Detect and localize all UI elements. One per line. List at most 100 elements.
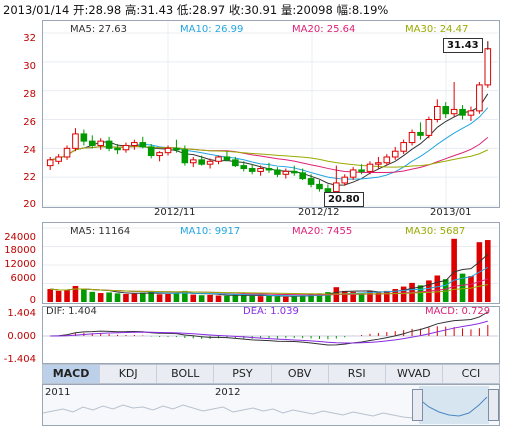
candle-body xyxy=(173,147,180,151)
candle-body xyxy=(400,142,407,152)
volume-bar xyxy=(442,279,449,302)
volume-bar xyxy=(358,292,365,302)
volume-bar xyxy=(274,296,281,302)
volume-bar xyxy=(341,290,348,302)
tab-cci[interactable]: CCI xyxy=(461,367,481,380)
volume-bar xyxy=(451,238,457,302)
volume-bar xyxy=(240,295,247,302)
date-tick-nov: 2012/11 xyxy=(154,207,196,218)
low-label: 低: xyxy=(176,3,193,17)
candle-body xyxy=(206,160,214,165)
candle-body xyxy=(80,133,88,142)
candle-body xyxy=(223,156,231,161)
high-label: 高: xyxy=(124,3,141,17)
price-tick-20: 20 xyxy=(23,199,36,210)
tab-psy[interactable]: PSY xyxy=(214,365,272,383)
candle-body xyxy=(341,176,349,184)
price-tick-22: 22 xyxy=(23,172,36,183)
macd-tick-low: -1.404 xyxy=(3,354,36,365)
macd-chart[interactable] xyxy=(42,306,500,364)
price-chart[interactable] xyxy=(42,20,500,208)
price-ma20-label: MA20: 25.64 xyxy=(292,24,356,35)
volume-bar xyxy=(165,293,171,302)
candle-body xyxy=(232,159,239,167)
indicator-tabs: MACD KDJ BOLL PSY OBV RSI WVAD CCI xyxy=(42,364,500,384)
volume-bar xyxy=(392,289,399,302)
candle-body xyxy=(139,142,147,148)
volume-bar xyxy=(106,292,112,302)
volume-bar xyxy=(190,294,197,302)
candle-body xyxy=(181,149,189,164)
macd-value-label: MACD: 0.729 xyxy=(425,306,491,317)
high-price-callout: 31.43 xyxy=(443,38,483,53)
low-value: 28.97 xyxy=(192,3,226,17)
high-value: 31.43 xyxy=(140,3,174,17)
tab-boll[interactable]: BOLL xyxy=(157,365,215,383)
tab-kdj[interactable]: KDJ xyxy=(100,365,158,383)
volume-bar xyxy=(468,276,474,302)
tab-wvad[interactable]: WVAD xyxy=(386,365,443,383)
price-tick-30: 30 xyxy=(23,61,36,72)
volume-ma30-line xyxy=(50,283,488,295)
candle-body xyxy=(349,169,357,178)
candle-body xyxy=(240,165,248,170)
tab-rsi[interactable]: RSI xyxy=(329,365,386,383)
price-ma10-label: MA10: 26.99 xyxy=(180,24,244,35)
candle-body xyxy=(417,131,424,136)
volume-bar xyxy=(291,296,298,302)
candle-body xyxy=(408,131,416,144)
macd-dif-label: DIF: 1.404 xyxy=(46,306,97,317)
volume-bar xyxy=(123,293,129,302)
candle-body xyxy=(316,183,323,190)
quote-date: 2013/01/14 xyxy=(3,3,70,17)
volume-bar xyxy=(81,289,87,302)
candle-body xyxy=(248,168,256,172)
candle-body xyxy=(131,142,138,146)
macd-tick-zero: 0.000 xyxy=(7,331,36,342)
price-ma5-label: MA5: 27.63 xyxy=(70,24,128,35)
macd-dif-line xyxy=(50,311,489,346)
candle-body xyxy=(290,170,298,174)
volume-bar xyxy=(224,295,230,302)
volume-bar xyxy=(148,291,154,302)
candle-body xyxy=(425,119,433,136)
change-label: 幅: xyxy=(336,3,352,17)
volume-bar xyxy=(173,293,180,302)
tab-obv[interactable]: OBV xyxy=(272,365,329,383)
candle-body xyxy=(459,108,466,116)
candle-body xyxy=(55,156,62,162)
candle-body xyxy=(189,159,197,164)
change-value: 8.19% xyxy=(351,3,389,17)
price-ma30-label: MA30: 24.47 xyxy=(405,24,469,35)
candle-body xyxy=(122,144,130,151)
candle-body xyxy=(307,178,315,185)
time-range-navigator[interactable]: 2011 2012 xyxy=(42,384,500,426)
volume-bar xyxy=(215,295,222,302)
volume-chart[interactable] xyxy=(42,222,500,304)
candle-body xyxy=(215,156,222,162)
volume-bar xyxy=(350,291,356,302)
volume-bar xyxy=(384,290,390,302)
navigator-right-handle[interactable] xyxy=(488,389,499,421)
quote-header: 2013/01/14 开:28.98 高:31.43 低:28.97 收:30.… xyxy=(3,2,388,18)
candle-body xyxy=(147,146,155,157)
open-label: 开: xyxy=(72,3,89,17)
volume-bar xyxy=(434,275,441,302)
price-tick-24: 24 xyxy=(23,145,36,156)
volume-ma20-label: MA20: 7455 xyxy=(292,226,353,237)
volume-bar xyxy=(325,292,331,302)
candle-body xyxy=(333,182,340,193)
volume-bar xyxy=(156,294,163,302)
volume-bar xyxy=(182,290,188,302)
volume-bar xyxy=(198,295,205,302)
tab-macd[interactable]: MACD xyxy=(43,365,101,383)
candle-body xyxy=(105,140,113,149)
navigator-left-handle[interactable] xyxy=(412,389,423,421)
volume-bar xyxy=(266,295,272,302)
volume-bar xyxy=(97,293,104,302)
candle-body xyxy=(450,108,458,115)
volume-ma5-label: MA5: 11164 xyxy=(70,226,131,237)
volume-bar xyxy=(484,240,491,302)
candle-body xyxy=(72,133,79,149)
date-tick-dec: 2012/12 xyxy=(298,207,340,218)
